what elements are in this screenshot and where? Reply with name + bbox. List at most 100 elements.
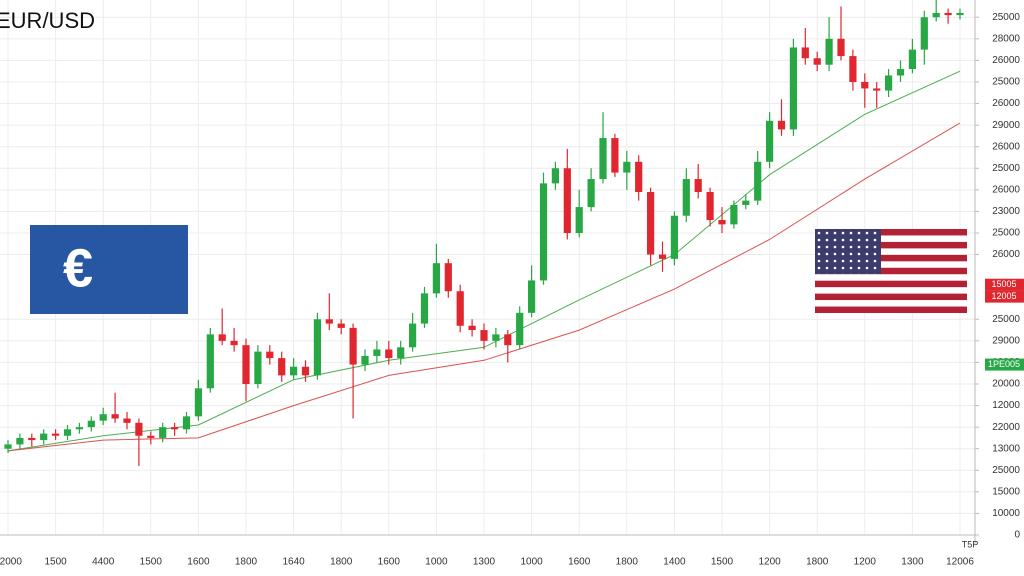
x-tick-label: 12006 — [946, 557, 974, 568]
candle-body — [40, 433, 48, 441]
candle-body — [16, 437, 24, 445]
candle-body — [194, 388, 202, 417]
y-tick-label: 25000 — [992, 12, 1020, 23]
candle-body — [99, 414, 107, 421]
candle-body — [409, 323, 417, 348]
x-tick-label: 1800 — [235, 557, 258, 568]
moving-average-line — [7, 122, 961, 452]
price-tag-label: 15005 — [991, 279, 1016, 289]
y-tick-label: 26000 — [992, 184, 1020, 195]
euro-flag: € — [30, 225, 188, 314]
candle-body — [539, 183, 548, 281]
candle-body — [742, 200, 750, 205]
x-tick-label: 1000 — [520, 557, 543, 568]
axis-corner-label: T5P — [962, 539, 979, 549]
us-flag-stripe — [815, 254, 967, 262]
price-tag-bg — [985, 358, 1024, 371]
y-tick-label: 22000 — [992, 422, 1020, 433]
x-tick-label: 1600 — [378, 557, 401, 568]
candle-body — [908, 49, 916, 70]
x-tick-label: 1500 — [140, 557, 163, 568]
candle-body — [123, 418, 131, 423]
y-tick-label: 25000 — [992, 77, 1020, 88]
candle-body — [218, 334, 226, 341]
price-tag-label: 1PE005 — [988, 359, 1020, 369]
x-tick-label: 1200 — [758, 557, 781, 568]
marks — [4, 0, 964, 466]
y-tick-label: 25000 — [992, 228, 1020, 239]
candle-body — [456, 291, 464, 326]
candle-body — [849, 56, 857, 82]
candle-body — [230, 340, 238, 346]
candle-body — [504, 334, 512, 346]
candle-body — [87, 420, 95, 428]
y-tick-label: 0 — [1014, 530, 1020, 541]
candle-body — [361, 355, 369, 365]
candle-body — [480, 330, 488, 341]
candle-body — [718, 220, 726, 225]
candle-body — [171, 427, 179, 430]
candle-body — [397, 347, 405, 359]
y-tick-label: 26000 — [992, 55, 1020, 66]
price-tag-bg — [985, 290, 1024, 303]
x-tick-label: 4400 — [92, 557, 115, 568]
us-flag-stripe — [815, 267, 967, 275]
y-tick-label: 26000 — [992, 98, 1020, 109]
candle-body — [706, 191, 714, 221]
candle-body — [873, 88, 881, 91]
y-tick-label: 15000 — [992, 486, 1020, 497]
candle-body — [444, 263, 452, 292]
x-tick-label: 1800 — [806, 557, 829, 568]
y-tick-label: 25000 — [992, 465, 1020, 476]
us-flag-stripe — [815, 241, 967, 249]
candle-body — [111, 414, 119, 419]
y-tick-label: 26000 — [992, 141, 1020, 152]
x-tick-label: 1200 — [854, 557, 877, 568]
x-tick-label: 1600 — [187, 557, 210, 568]
us-flag-stripe — [815, 293, 967, 301]
price-tag-bg — [985, 278, 1024, 291]
candle-body — [432, 263, 440, 294]
candle-body — [885, 75, 893, 91]
candle-body — [956, 12, 964, 16]
candle-body — [528, 280, 536, 313]
euro-symbol: € — [63, 238, 93, 298]
x-tick-label: 1800 — [330, 557, 353, 568]
candle-body — [75, 427, 83, 430]
y-tick-label: 13000 — [992, 443, 1020, 454]
y-tick-label: 23000 — [992, 206, 1020, 217]
candle-body — [290, 366, 298, 376]
candle-body — [313, 319, 321, 376]
candle-body — [373, 349, 381, 356]
candle-body — [861, 81, 869, 89]
candle-body — [944, 12, 952, 16]
us-flag-stars — [815, 229, 881, 274]
candle-body — [777, 120, 786, 130]
candle-body — [159, 427, 167, 438]
candle-body — [754, 161, 762, 201]
candle-body — [635, 161, 643, 192]
candle-body — [147, 435, 155, 438]
y-tick-label: 29000 — [992, 335, 1020, 346]
candle-body — [837, 38, 845, 57]
y-tick-label: 25000 — [992, 314, 1020, 325]
x-tick-label: 1300 — [473, 557, 496, 568]
x-tick-label: 1640 — [282, 557, 305, 568]
candle-body — [611, 138, 619, 173]
candle-body — [28, 437, 36, 441]
candle-body — [135, 422, 143, 436]
candle-body — [766, 120, 774, 162]
candle-body — [801, 47, 809, 59]
us-flag — [815, 229, 967, 313]
x-tick-label: 1300 — [901, 557, 924, 568]
candle-body — [492, 334, 500, 341]
candle-body — [278, 358, 286, 376]
x-tick-label: 1400 — [663, 557, 686, 568]
x-tick-label: 1800 — [616, 557, 639, 568]
y-tick-label: 28000 — [992, 33, 1020, 44]
candle-body — [182, 416, 191, 430]
labels: 25000 28000 26000 25000 26000 29000 26000 25000… — [0, 12, 1024, 568]
candle-body — [420, 293, 429, 324]
candle-body — [301, 366, 310, 376]
